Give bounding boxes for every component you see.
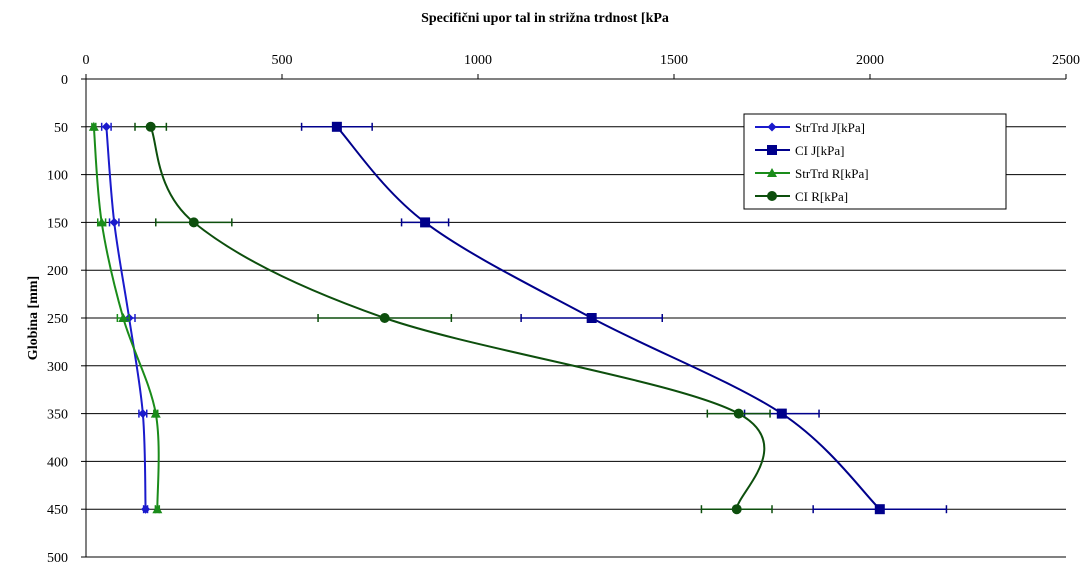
data-point-3-4 bbox=[731, 504, 742, 515]
data-point-2-1 bbox=[96, 217, 107, 227]
data-point-0-1 bbox=[109, 217, 119, 227]
x-tick-label-1500: 1500 bbox=[660, 53, 688, 68]
chart-title: Specifični upor tal in strižna trdnost [… bbox=[421, 11, 669, 26]
data-point-2-2 bbox=[118, 313, 129, 322]
y-tick-label-250: 250 bbox=[47, 312, 68, 327]
y-tick-label-50: 50 bbox=[54, 121, 68, 136]
legend-marker-3 bbox=[767, 191, 777, 201]
data-point-0-0 bbox=[101, 122, 111, 132]
data-point-1-0 bbox=[331, 121, 342, 132]
y-tick-label-200: 200 bbox=[47, 264, 68, 279]
data-point-2-4 bbox=[152, 504, 163, 514]
series-3 bbox=[134, 121, 773, 515]
data-point-3-0 bbox=[145, 121, 156, 132]
legend: StrTrd J[kPa] CI J[kPa] StrTrd R[kPa] CI R[… bbox=[743, 113, 1007, 210]
data-point-1-2 bbox=[586, 313, 597, 323]
series-2 bbox=[88, 121, 163, 514]
data-point-1-1 bbox=[420, 217, 431, 228]
data-point-3-1 bbox=[188, 217, 199, 228]
axes: 0 500 1000 1500 2000 2500 0 50 100 150 200 250 300 35… bbox=[47, 53, 1080, 563]
legend-label-2: StrTrd R[kPa] bbox=[795, 166, 869, 181]
data-point-0-3 bbox=[138, 409, 148, 419]
y-tick-label-300: 300 bbox=[47, 360, 68, 375]
series-1 bbox=[300, 121, 948, 515]
y-tick-label-0: 0 bbox=[61, 73, 68, 88]
data-point-2-3 bbox=[150, 408, 161, 418]
y-tick-label-500: 500 bbox=[47, 551, 68, 563]
x-tick-label-2000: 2000 bbox=[856, 53, 884, 68]
data-point-1-4 bbox=[874, 504, 885, 515]
y-axis-label: Globina [mm] bbox=[26, 276, 41, 360]
legend-marker-0 bbox=[767, 122, 777, 132]
legend-marker-1 bbox=[767, 145, 777, 155]
data-point-2-0 bbox=[88, 121, 99, 131]
data-point-0-4 bbox=[141, 504, 151, 514]
x-tick-label-0: 0 bbox=[83, 53, 90, 68]
y-tick-label-150: 150 bbox=[47, 216, 68, 231]
legend-entry-2: StrTrd R[kPa] bbox=[755, 166, 869, 181]
legend-marker-2 bbox=[767, 168, 777, 177]
data-point-3-2 bbox=[379, 313, 390, 323]
legend-box bbox=[743, 113, 1007, 210]
legend-entry-3: CI R[kPa] bbox=[755, 189, 848, 204]
y-tick-label-350: 350 bbox=[47, 408, 68, 423]
legend-entry-0: StrTrd J[kPa] bbox=[755, 120, 865, 135]
legend-label-1: CI J[kPa] bbox=[795, 143, 844, 158]
legend-label-3: CI R[kPa] bbox=[795, 189, 848, 204]
data-point-1-3 bbox=[776, 408, 787, 419]
x-tick-label-500: 500 bbox=[272, 53, 293, 68]
legend-label-0: StrTrd J[kPa] bbox=[795, 120, 865, 135]
y-tick-label-450: 450 bbox=[47, 503, 68, 518]
y-tick-label-400: 400 bbox=[47, 455, 68, 470]
series-line-3 bbox=[149, 126, 766, 510]
x-tick-label-1000: 1000 bbox=[464, 53, 492, 68]
legend-entry-1: CI J[kPa] bbox=[755, 143, 844, 158]
x-tick-label-2500: 2500 bbox=[1052, 53, 1080, 68]
plot-area bbox=[88, 121, 948, 515]
y-tick-label-100: 100 bbox=[47, 169, 68, 184]
data-point-3-3 bbox=[733, 408, 744, 419]
